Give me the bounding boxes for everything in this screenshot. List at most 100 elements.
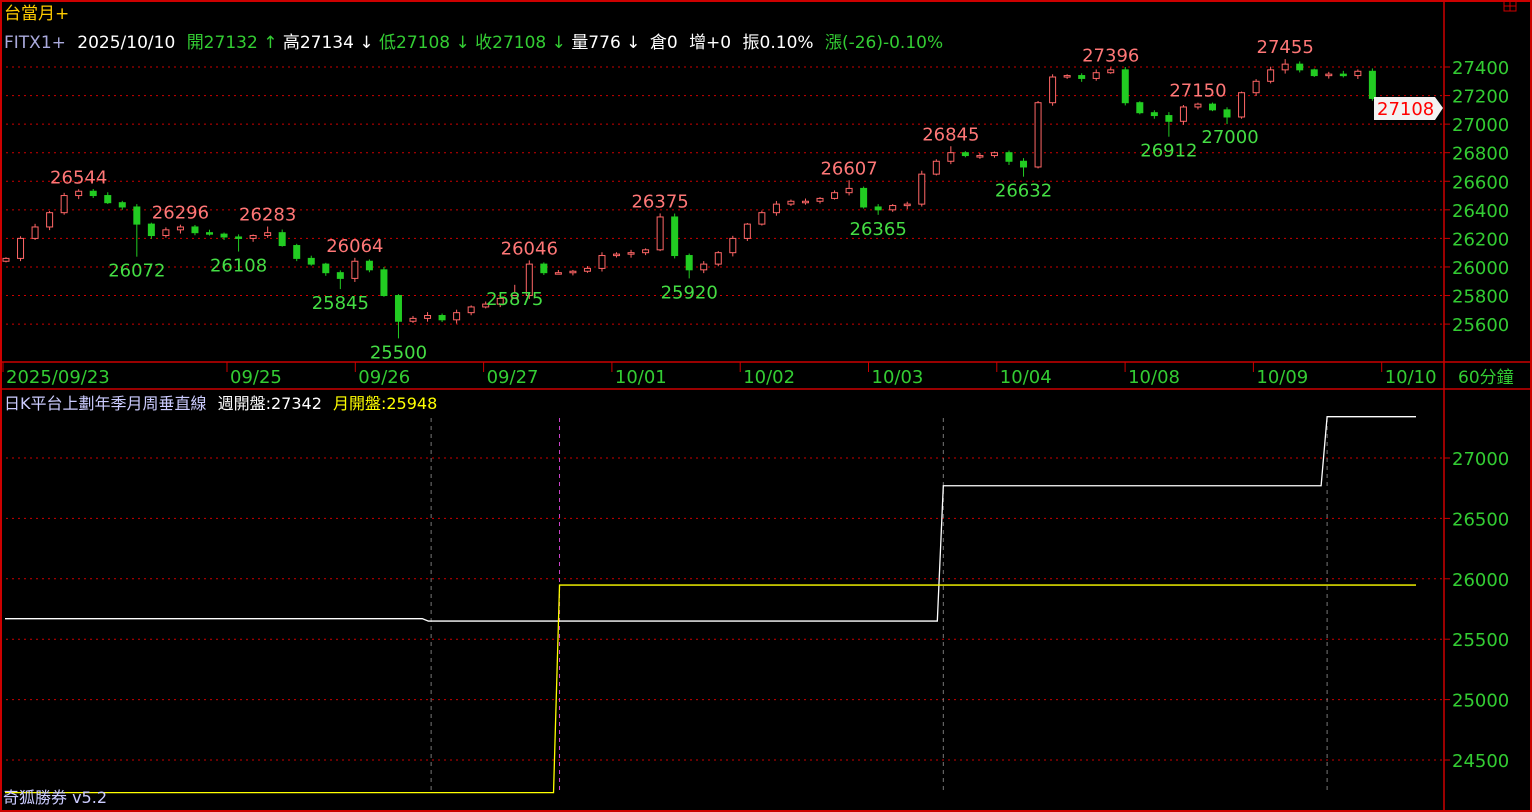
lower-tick-label: 26000 xyxy=(1452,570,1509,591)
price-tick-label: 25800 xyxy=(1452,287,1509,308)
candle-body xyxy=(1310,69,1318,77)
price-annotation-high: 26064 xyxy=(326,236,383,257)
price-annotation-low: 25500 xyxy=(370,342,427,363)
candle-body xyxy=(903,203,911,207)
price-tick-label: 27000 xyxy=(1452,115,1509,136)
candle-body xyxy=(729,237,737,254)
open-interest-change: 增+0 xyxy=(689,33,731,53)
candle-body xyxy=(89,190,97,197)
low-arrow-icon: ↓ xyxy=(456,33,470,53)
candle-body xyxy=(31,226,39,239)
candle-body xyxy=(947,152,955,162)
candle-body xyxy=(394,295,402,322)
candle-body xyxy=(1296,63,1304,71)
price-gridlines xyxy=(0,66,1444,325)
candle-body xyxy=(758,212,766,225)
price-annotation-high: 27455 xyxy=(1257,37,1314,58)
quote-date: 2025/10/10 xyxy=(77,33,175,53)
candle-body xyxy=(976,155,984,158)
candle-body xyxy=(1223,109,1231,118)
lower-tick-label: 27000 xyxy=(1452,449,1509,470)
candle-body xyxy=(482,303,490,308)
candle-body xyxy=(598,255,606,269)
price-annotation-high: 27150 xyxy=(1169,81,1226,102)
lower-tick-label: 25500 xyxy=(1452,630,1509,651)
price-tick-label: 27200 xyxy=(1452,87,1509,108)
weekly-open-line xyxy=(5,416,1416,622)
timeframe-selector[interactable]: 60分鐘 xyxy=(1458,368,1514,388)
date-tick-label: 2025/09/23 xyxy=(6,367,110,388)
lower-gridlines xyxy=(0,457,1444,761)
high-arrow-icon: ↓ xyxy=(359,33,373,53)
candle-body xyxy=(714,252,722,265)
candle-body xyxy=(322,263,330,274)
open-interest: 倉0 xyxy=(650,33,678,53)
candle-body xyxy=(831,192,839,199)
price-annotation-high: 26375 xyxy=(631,191,688,212)
price-annotation-high: 26046 xyxy=(501,238,558,259)
candle-body xyxy=(845,187,853,194)
candle-body xyxy=(104,195,112,204)
quote-line: FITX1+ 2025/10/10 開27132 ↑ 高27134 ↓ 低271… xyxy=(4,33,943,53)
price-axis: 27400 27200 27000 26800 26600 26400 26200 26000… xyxy=(1444,58,1509,336)
candle-body xyxy=(380,269,388,297)
lower-tick-label: 25000 xyxy=(1452,691,1509,712)
price-annotation-low: 26108 xyxy=(210,256,267,277)
candle-body xyxy=(1281,63,1289,71)
price-tick-label: 26800 xyxy=(1452,144,1509,165)
lower-tick-label: 24500 xyxy=(1452,751,1509,772)
price-annotation-high: 26544 xyxy=(50,167,107,188)
candle-body xyxy=(772,203,780,214)
candle-body xyxy=(220,233,228,238)
candle-body xyxy=(1034,102,1042,168)
close-arrow-icon: ↓ xyxy=(552,33,566,53)
candle-body xyxy=(1049,76,1057,104)
candle-body xyxy=(889,205,897,211)
lower-panel-title: 日K平台上劃年季月周垂直線 xyxy=(4,394,207,413)
monthly-open-line xyxy=(5,584,1416,794)
vertical-markers xyxy=(430,418,1328,792)
candle-body xyxy=(453,312,461,321)
candle-body xyxy=(1267,69,1275,82)
maximize-icon[interactable] xyxy=(1503,0,1517,12)
chart-title: 台當月+ xyxy=(4,4,69,24)
low-value: 低27108 xyxy=(379,33,450,53)
candle-body xyxy=(278,232,286,247)
candle-body xyxy=(525,263,533,297)
candle-body xyxy=(60,195,68,214)
price-annotation-high: 26845 xyxy=(922,124,979,145)
date-tick-label: 10/04 xyxy=(1000,367,1052,388)
candle-body xyxy=(496,297,504,305)
price-annotation-low: 26632 xyxy=(995,181,1052,202)
candle-body xyxy=(860,187,868,208)
candle-body xyxy=(1368,70,1376,99)
current-price: 27108 xyxy=(1377,99,1434,120)
high-low-annotations: 26544 26072 26296 26108 26283 25845 26064 25500… xyxy=(50,37,1314,363)
price-tick-label: 27400 xyxy=(1452,58,1509,79)
candle-body xyxy=(787,200,795,205)
candle-body xyxy=(336,272,344,279)
symbol: FITX1+ xyxy=(4,33,66,53)
price-annotation-low: 26072 xyxy=(108,261,165,282)
candle-body xyxy=(874,206,882,211)
candle-body xyxy=(642,249,650,254)
candle-body xyxy=(816,197,824,202)
candle-body xyxy=(685,255,693,271)
weekly-open-label: 週開盤:27342 xyxy=(218,394,322,413)
candle-body xyxy=(147,223,155,237)
open-value: 開27132 xyxy=(187,33,258,53)
price-annotation-low: 25845 xyxy=(312,293,369,314)
candle-body xyxy=(540,263,548,274)
price-annotation-low: 25920 xyxy=(661,282,718,303)
date-tick-label: 10/08 xyxy=(1128,367,1180,388)
candle-body xyxy=(627,252,635,255)
high-value: 高27134 xyxy=(283,33,354,53)
date-tick-label: 09/25 xyxy=(230,367,282,388)
current-price-tag: 27108 xyxy=(1374,97,1443,120)
date-tick-label: 09/27 xyxy=(487,367,539,388)
volume-value: 量776 xyxy=(571,33,620,53)
candle-body xyxy=(1092,72,1100,79)
candle-body xyxy=(176,226,184,231)
lower-axis: 27000 26500 26000 25500 25000 24500 xyxy=(1444,449,1509,772)
candle-body xyxy=(162,229,170,237)
